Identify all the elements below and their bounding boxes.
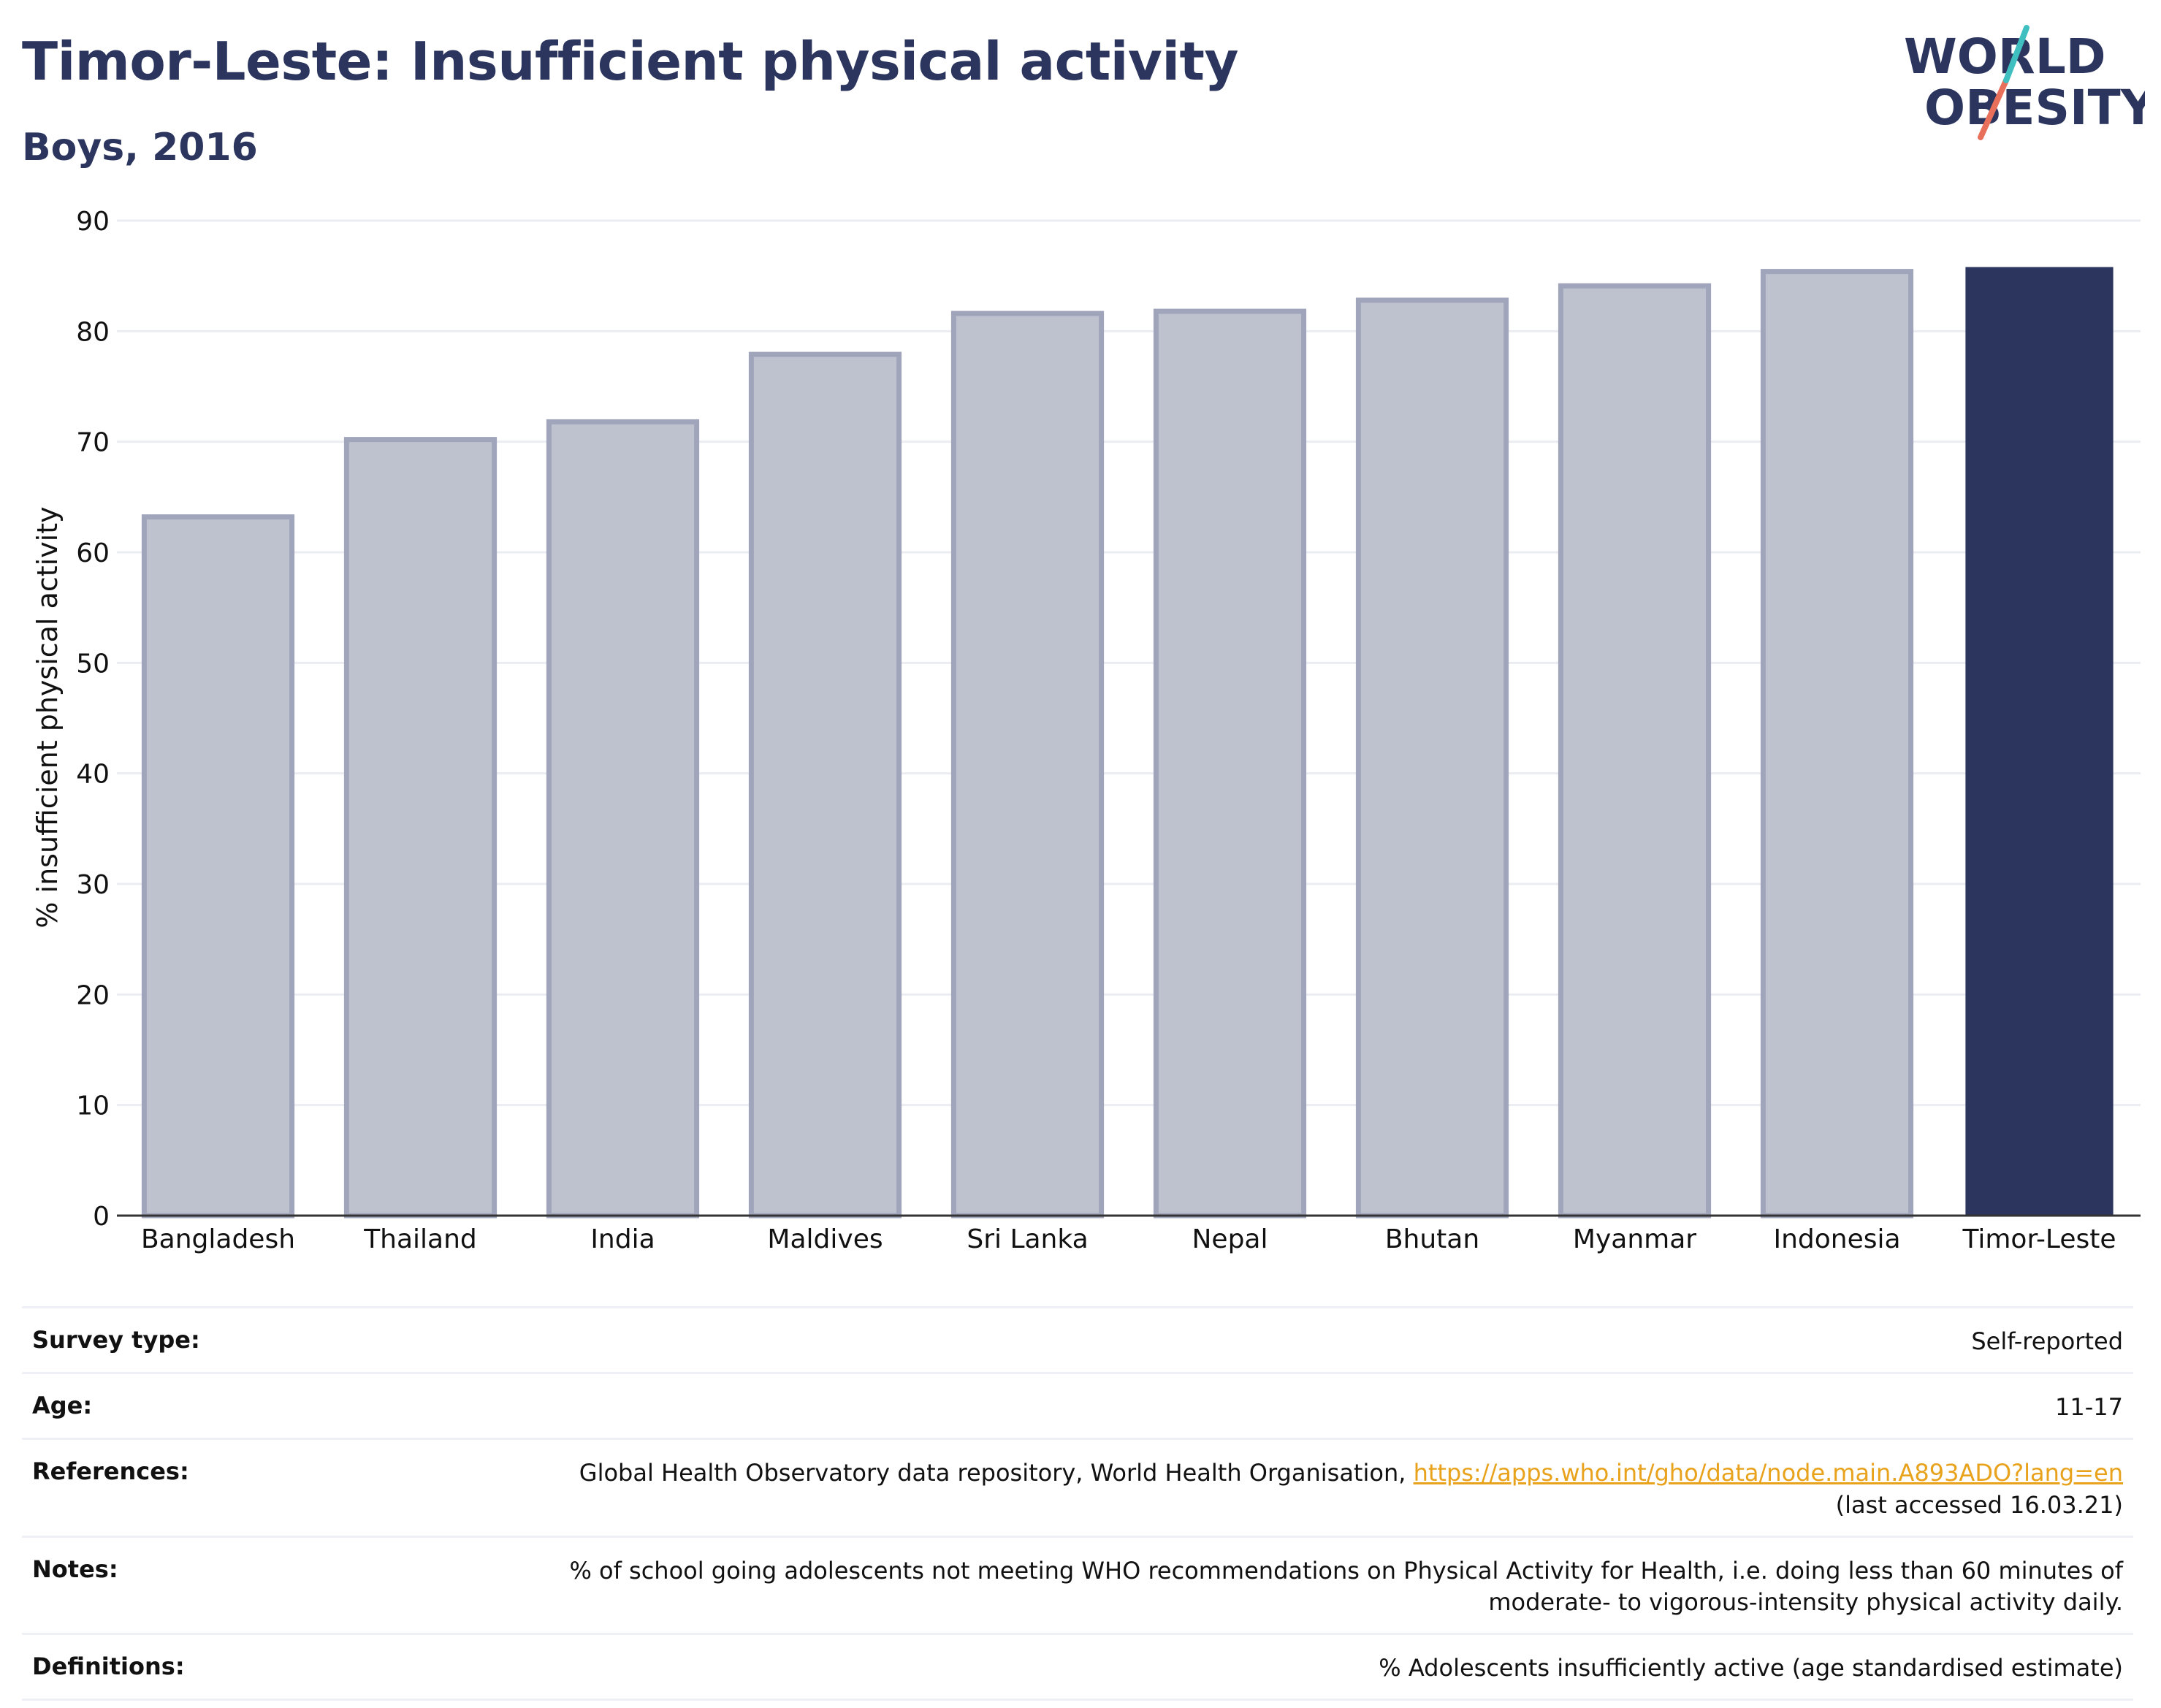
meta-row-references: References: Global Health Observatory da… (22, 1438, 2133, 1535)
x-tick-label: Maldives (767, 1224, 883, 1254)
bar-chart: 0 10 20 30 40 50 60 70 80 90 Bangladesh Thailand In… (31, 207, 2141, 1254)
x-tick-label: Timor-Leste (1962, 1224, 2116, 1254)
meta-label: Survey type: (32, 1326, 200, 1354)
metadata-table: Survey type: Self-reported Age: 11-17 Re… (22, 1306, 2133, 1701)
bar-maldives (748, 351, 902, 1219)
reference-text: Global Health Observatory data repositor… (579, 1459, 1414, 1487)
y-tick-label: 80 (76, 317, 110, 347)
y-axis-label: % insufficient physical activity (31, 506, 64, 928)
reference-accessed: (last accessed 16.03.21) (1835, 1490, 2123, 1519)
bar-sri-lanka (950, 310, 1105, 1219)
y-tick-label: 30 (76, 870, 110, 900)
meta-label: Age: (32, 1392, 93, 1420)
page-title: Timor-Leste: Insufficient physical activ… (22, 31, 1238, 92)
bar-timor-leste (1965, 267, 2114, 1216)
bar-bangladesh (141, 514, 295, 1219)
meta-label: References: (32, 1457, 189, 1486)
meta-row-age: Age: 11-17 (22, 1372, 2133, 1438)
meta-value: 11-17 (2055, 1393, 2123, 1422)
page-subtitle: Boys, 2016 (22, 126, 258, 169)
x-tick-label: Myanmar (1573, 1224, 1696, 1254)
meta-row-survey-type: Survey type: Self-reported (22, 1306, 2133, 1372)
y-tick-label: 60 (76, 538, 110, 568)
meta-value: % of school going adolescents not meetin… (412, 1555, 2123, 1618)
bar-myanmar (1558, 283, 1712, 1219)
y-tick-label: 50 (76, 649, 110, 679)
x-tick-label: India (590, 1224, 655, 1254)
y-tick-label: 10 (76, 1091, 110, 1121)
x-tick-label: Nepal (1192, 1224, 1268, 1254)
bar-india (546, 419, 700, 1219)
x-tick-labels: Bangladesh Thailand India Maldives Sri Lanka… (141, 1224, 2116, 1254)
y-tick-label: 0 (93, 1202, 110, 1232)
y-tick-labels: 0 10 20 30 40 50 60 70 80 90 (76, 207, 110, 1232)
y-tick-label: 20 (76, 980, 110, 1010)
meta-value: Global Health Observatory data repositor… (412, 1457, 2123, 1520)
logo-text-obesity: OBESITY (1924, 80, 2145, 136)
meta-row-definitions: Definitions: % Adolescents insufficientl… (22, 1633, 2133, 1701)
bar-nepal (1153, 308, 1307, 1219)
bar-indonesia (1760, 269, 1914, 1219)
logo-text-world: WORLD (1904, 28, 2106, 85)
reference-link[interactable]: https://apps.who.int/gho/data/node.main.… (1413, 1459, 2123, 1487)
x-tick-label: Indonesia (1773, 1224, 1900, 1254)
bar-thailand (343, 437, 498, 1219)
meta-label: Notes: (32, 1555, 118, 1583)
bar-bhutan (1355, 297, 1509, 1219)
notes-line-2: moderate- to vigorous-intensity physical… (1488, 1587, 2123, 1616)
y-tick-label: 90 (76, 207, 110, 237)
meta-row-notes: Notes: % of school going adolescents not… (22, 1535, 2133, 1633)
y-tick-label: 40 (76, 760, 110, 790)
y-tick-label: 70 (76, 428, 110, 458)
x-tick-label: Bhutan (1385, 1224, 1479, 1254)
bars (141, 267, 2114, 1219)
x-tick-label: Sri Lanka (967, 1224, 1088, 1254)
x-tick-label: Thailand (363, 1224, 477, 1254)
world-obesity-logo: WORLD OBESITY (1904, 25, 2145, 140)
meta-label: Definitions: (32, 1652, 185, 1681)
meta-value: % Adolescents insufficiently active (age… (1379, 1654, 2123, 1682)
meta-value: Self-reported (1971, 1327, 2123, 1355)
x-tick-label: Bangladesh (141, 1224, 295, 1254)
notes-line-1: % of school going adolescents not meetin… (569, 1556, 2123, 1585)
